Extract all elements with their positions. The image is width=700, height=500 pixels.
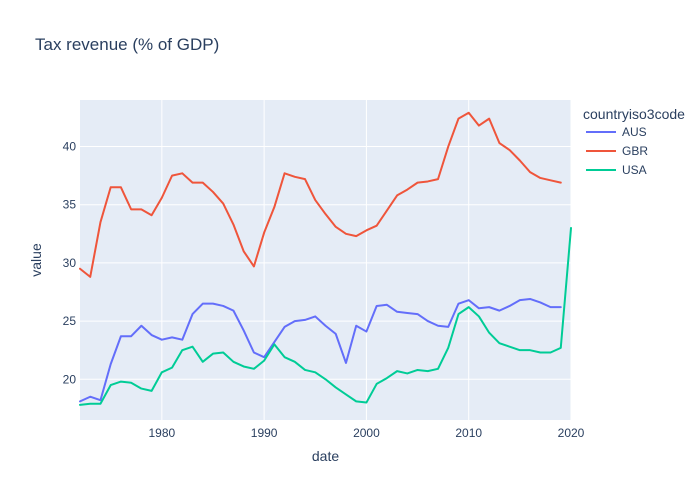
- plot-area: [80, 100, 571, 420]
- legend-item-usa[interactable]: USA: [586, 163, 647, 177]
- y-axis-ticks: 20 25 30 35 40: [63, 140, 77, 387]
- x-tick-label: 2000: [353, 426, 380, 440]
- y-tick-label: 40: [63, 140, 77, 154]
- x-axis-title: date: [312, 448, 339, 464]
- x-axis-ticks: 1980 1990 2000 2010 2020: [148, 426, 584, 440]
- legend-items: AUS GBR USA: [586, 125, 648, 177]
- y-axis-title: value: [28, 243, 44, 277]
- legend-label: AUS: [622, 125, 647, 139]
- legend-label: USA: [622, 163, 647, 177]
- series-line-usa: [79, 227, 572, 406]
- legend-label: GBR: [622, 144, 648, 158]
- series-line-gbr: [79, 111, 562, 278]
- chart-title: Tax revenue (% of GDP): [35, 35, 219, 54]
- series-line-aus: [79, 297, 562, 403]
- legend-item-aus[interactable]: AUS: [586, 125, 647, 139]
- y-tick-label: 30: [63, 256, 77, 270]
- x-tick-label: 1990: [251, 426, 278, 440]
- legend-item-gbr[interactable]: GBR: [586, 144, 648, 158]
- series-lines: [79, 111, 572, 406]
- legend-title: countryiso3code: [583, 106, 685, 122]
- y-tick-label: 25: [63, 314, 77, 328]
- y-tick-label: 20: [63, 372, 77, 386]
- y-tick-label: 35: [63, 198, 77, 212]
- x-tick-label: 2010: [455, 426, 482, 440]
- x-tick-label: 2020: [558, 426, 585, 440]
- legend: countryiso3code AUS GBR USA: [583, 106, 685, 177]
- x-tick-label: 1980: [148, 426, 175, 440]
